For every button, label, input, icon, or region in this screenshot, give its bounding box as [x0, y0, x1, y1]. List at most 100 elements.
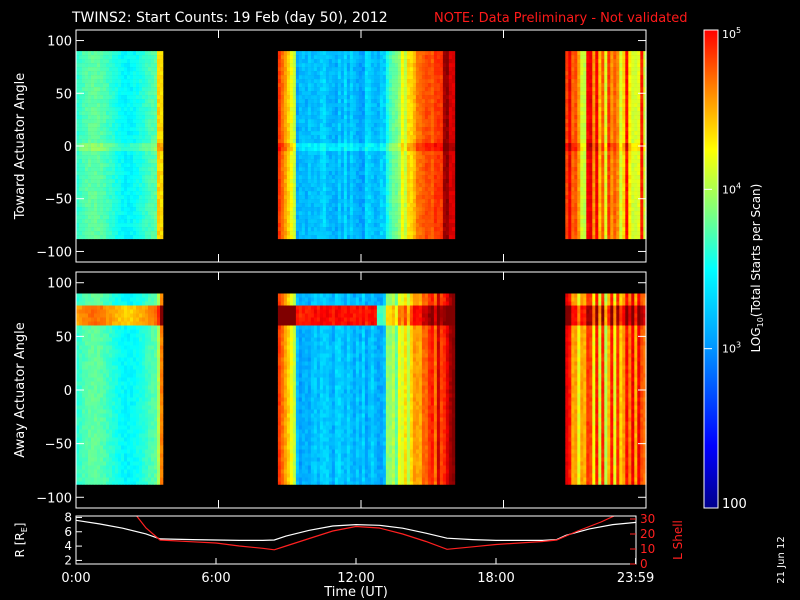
- heatmap-cell: [577, 139, 581, 144]
- heatmap-cell: [298, 115, 303, 120]
- heatmap-cell: [151, 135, 155, 140]
- heatmap-cell: [118, 119, 122, 124]
- heatmap-cell: [352, 179, 357, 184]
- heatmap-cell: [154, 143, 158, 148]
- heatmap-cell: [367, 55, 372, 60]
- heatmap-cell: [289, 207, 294, 212]
- heatmap-cell: [109, 95, 113, 100]
- heatmap-cell: [334, 75, 339, 80]
- heatmap-cell: [400, 103, 405, 108]
- heatmap-cell: [316, 119, 321, 124]
- heatmap-cell: [577, 83, 581, 88]
- heatmap-cell: [418, 203, 423, 208]
- heatmap-cell: [76, 115, 80, 120]
- heatmap-cell: [100, 63, 104, 68]
- heatmap-cell: [283, 91, 288, 96]
- heatmap-cell: [364, 227, 369, 232]
- heatmap-cell: [304, 95, 309, 100]
- heatmap-cell: [406, 55, 411, 60]
- heatmap-cell: [337, 231, 342, 236]
- heatmap-cell: [415, 211, 420, 216]
- heatmap-cell: [385, 95, 390, 100]
- heatmap-cell: [334, 111, 339, 116]
- heatmap-cell: [394, 167, 399, 172]
- heatmap-cell: [430, 51, 435, 56]
- heatmap-cell: [595, 155, 599, 160]
- heatmap-cell: [583, 131, 587, 136]
- heatmap-cell: [280, 51, 285, 56]
- heatmap-cell: [103, 107, 107, 112]
- heatmap-cell: [109, 223, 113, 228]
- heatmap-cell: [133, 99, 137, 104]
- heatmap-cell: [367, 223, 372, 228]
- heatmap-cell: [91, 143, 95, 148]
- heatmap-cell: [433, 235, 438, 240]
- heatmap-cell: [598, 215, 602, 220]
- heatmap-cell: [391, 103, 396, 108]
- heatmap-cell: [316, 171, 321, 176]
- heatmap-cell: [79, 127, 83, 132]
- heatmap-cell: [157, 187, 161, 192]
- heatmap-cell: [88, 171, 92, 176]
- heatmap-cell: [310, 131, 315, 136]
- heatmap-cell: [592, 187, 596, 192]
- heatmap-cell: [325, 91, 330, 96]
- heatmap-cell: [295, 195, 300, 200]
- heatmap-cell: [85, 175, 89, 180]
- heatmap-cell: [607, 219, 611, 224]
- heatmap-cell: [157, 67, 161, 72]
- heatmap-cell: [157, 219, 161, 224]
- heatmap-cell: [427, 59, 432, 64]
- heatmap-cell: [334, 131, 339, 136]
- heatmap-cell: [109, 163, 113, 168]
- heatmap-cell: [109, 199, 113, 204]
- heatmap-cell: [577, 87, 581, 92]
- heatmap-cell: [616, 79, 620, 84]
- heatmap-cell: [157, 99, 161, 104]
- heatmap-cell: [445, 95, 450, 100]
- heatmap-cell: [445, 123, 450, 128]
- heatmap-cell: [91, 55, 95, 60]
- heatmap-cell: [115, 215, 119, 220]
- heatmap-cell: [397, 227, 402, 232]
- heatmap-cell: [157, 227, 161, 232]
- heatmap-cell: [316, 95, 321, 100]
- heatmap-cell: [439, 163, 444, 168]
- heatmap-cell: [595, 215, 599, 220]
- heatmap-cell: [418, 51, 423, 56]
- heatmap-cell: [424, 235, 429, 240]
- heatmap-cell: [310, 83, 315, 88]
- heatmap-cell: [355, 187, 360, 192]
- heatmap-cell: [328, 87, 333, 92]
- heatmap-cell: [313, 191, 318, 196]
- heatmap-cell: [97, 123, 101, 128]
- heatmap-cell: [154, 63, 158, 68]
- heatmap-cell: [136, 59, 140, 64]
- heatmap-cell: [580, 159, 584, 164]
- heatmap-cell: [319, 87, 324, 92]
- heatmap-cell: [403, 67, 408, 72]
- heatmap-cell: [601, 55, 605, 60]
- heatmap-cell: [370, 135, 375, 140]
- heatmap-cell: [331, 235, 336, 240]
- heatmap-cell: [313, 127, 318, 132]
- heatmap-cell: [334, 215, 339, 220]
- heatmap-cell: [616, 51, 620, 56]
- heatmap-cell: [97, 183, 101, 188]
- heatmap-cell: [364, 83, 369, 88]
- heatmap-cell: [445, 203, 450, 208]
- heatmap-cell: [124, 95, 128, 100]
- heatmap-cell: [94, 135, 98, 140]
- heatmap-cell: [415, 75, 420, 80]
- heatmap-cell: [406, 199, 411, 204]
- heatmap-cell: [337, 207, 342, 212]
- heatmap-cell: [322, 187, 327, 192]
- heatmap-cell: [280, 155, 285, 160]
- heatmap-cell: [286, 103, 291, 108]
- heatmap-cell: [436, 71, 441, 76]
- heatmap-cell: [601, 215, 605, 220]
- heatmap-cell: [88, 235, 92, 240]
- heatmap-cell: [367, 235, 372, 240]
- heatmap-cell: [451, 123, 456, 128]
- heatmap-cell: [325, 235, 330, 240]
